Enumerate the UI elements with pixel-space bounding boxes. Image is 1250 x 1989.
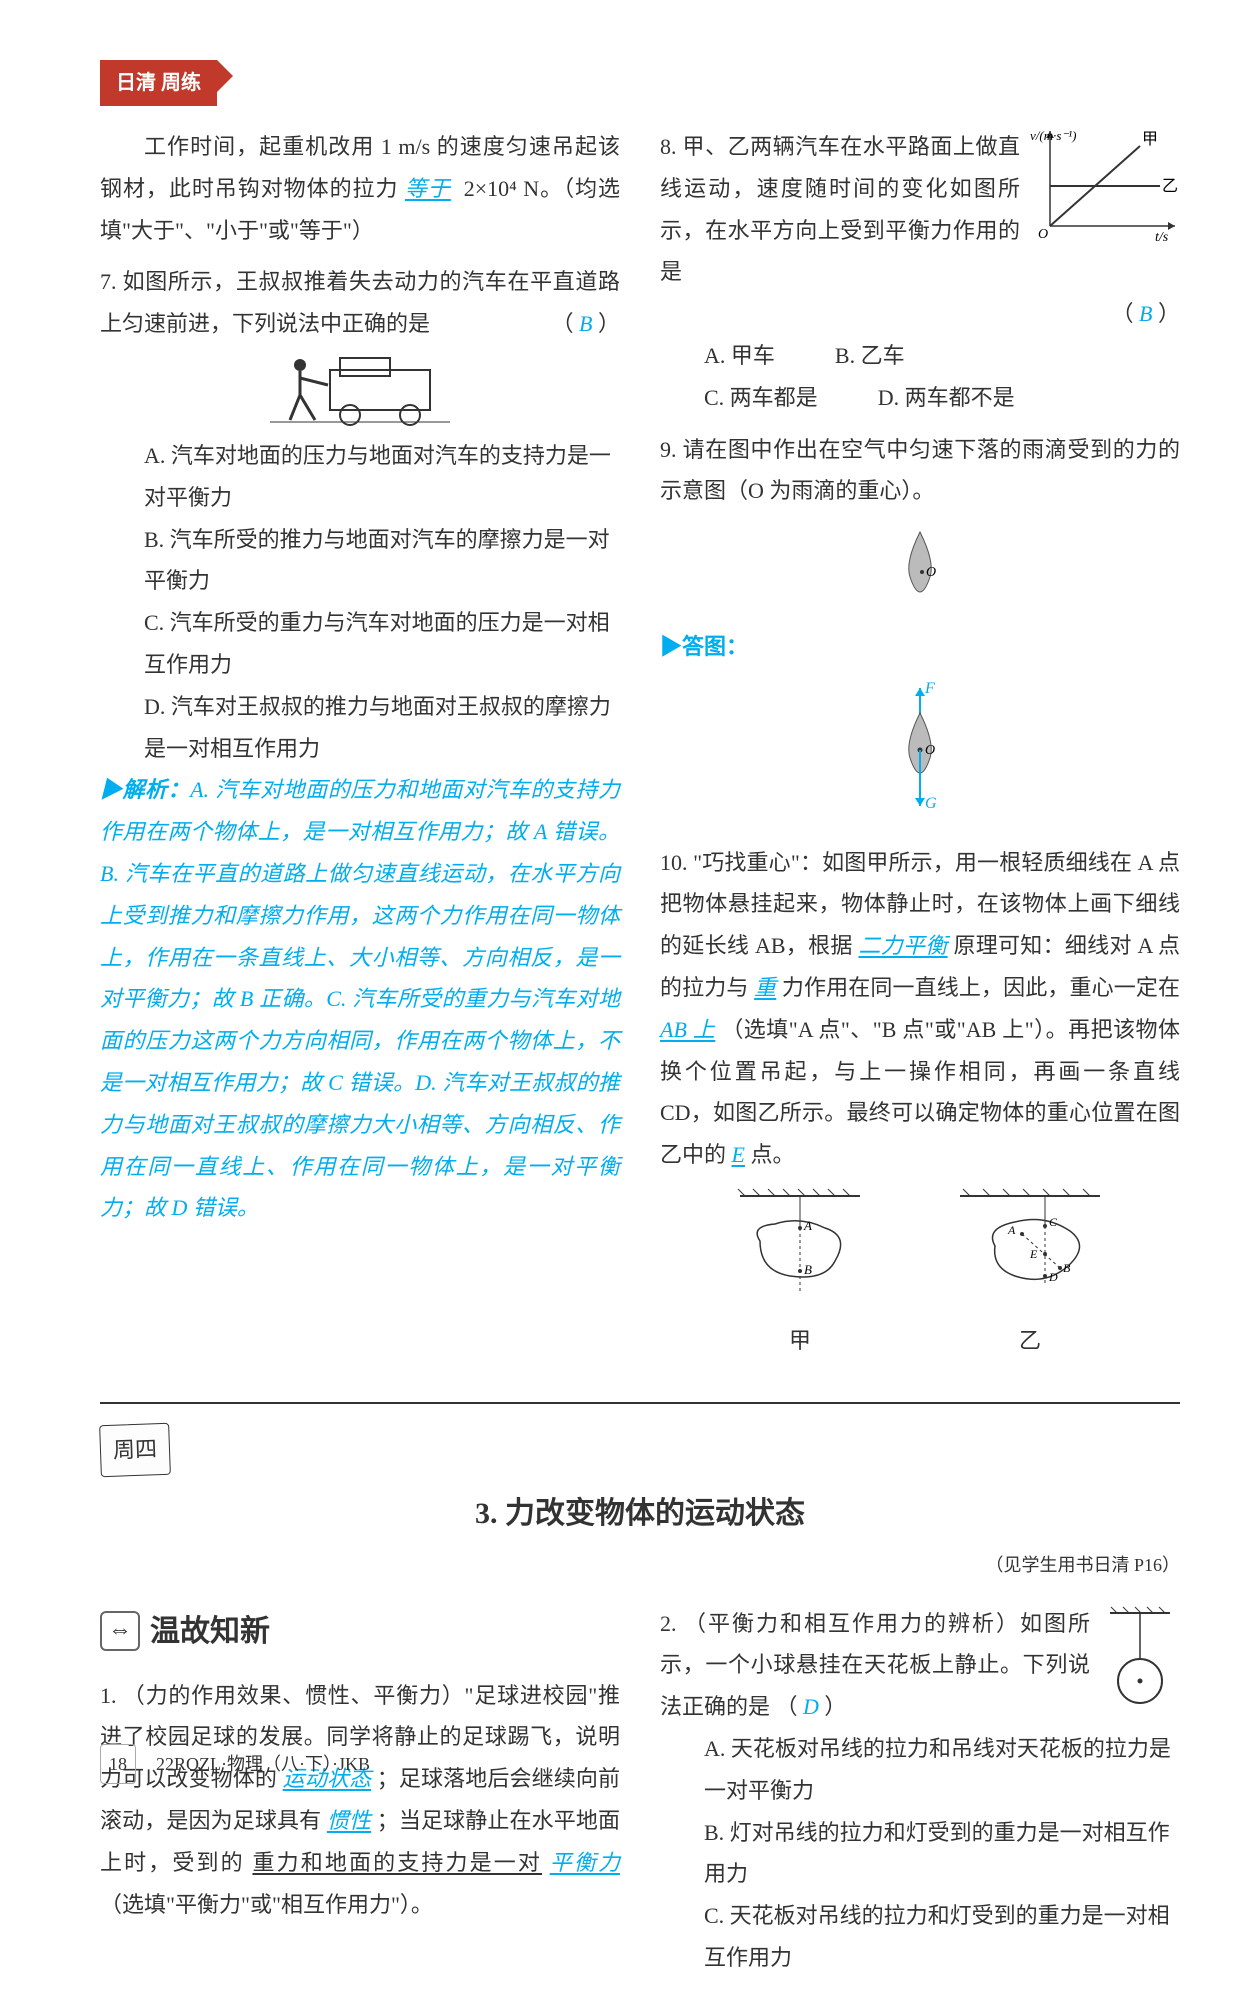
q8: 甲 乙 t/s v/(m·s⁻¹) O 8. 甲、乙两辆汽车在水平路面上做直线运… (660, 126, 1180, 419)
q8-optD: D. 两车都不是 (878, 377, 1015, 419)
q10-jia-label: 甲 (730, 1320, 870, 1362)
left-column: 工作时间，起重机改用 1 m/s 的速度匀速吊起该钢材，此时吊钩对物体的拉力 等… (100, 126, 620, 1372)
review-icon: ⇔ (100, 1611, 140, 1651)
q7-analysis: A. 汽车对地面的压力和地面对汽车的支持力作用在两个物体上，是一对相互作用力；故… (100, 777, 620, 1220)
section3-ref: （见学生用书日清 P16） (100, 1548, 1180, 1582)
r1-num: 1. (100, 1683, 117, 1708)
q9-figure: O (660, 522, 1180, 616)
q9-text: 请在图中作出在空气中匀速下落的雨滴受到的力的示意图（O 为雨滴的重心）。 (660, 437, 1180, 504)
r2-answer: D (803, 1694, 819, 1719)
q7-answer: B (579, 311, 592, 336)
r2-text: （平衡力和相互作用力的辨析）如图所示，一个小球悬挂在天花板上静止。下列说法正确的… (660, 1611, 1090, 1720)
page-number: 18 (100, 1744, 136, 1784)
svg-text:B: B (804, 1262, 812, 1277)
q8-answer: B (1139, 301, 1152, 326)
q9-num: 9. (660, 437, 677, 462)
q10-yi-label: 乙 (950, 1320, 1110, 1362)
lower-left: ⇔ 温故知新 1. （力的作用效果、惯性、平衡力）"足球进校园"推进了校园足球的… (100, 1603, 620, 1989)
q7-optA: A. 汽车对地面的压力与地面对汽车的支持力是一对平衡力 (100, 435, 620, 519)
footer: 18 22RQZL·物理（八·下）·JKB (100, 1744, 370, 1784)
svg-text:A: A (803, 1218, 812, 1233)
lower-columns: ⇔ 温故知新 1. （力的作用效果、惯性、平衡力）"足球进校园"推进了校园足球的… (100, 1603, 1180, 1989)
lower-right: 2. （平衡力和相互作用力的辨析）如图所示，一个小球悬挂在天花板上静止。下列说法… (660, 1603, 1180, 1989)
review-header: ⇔ 温故知新 (100, 1603, 620, 1660)
q8-line1-label: 甲 (1142, 131, 1158, 148)
q10-a4: E (732, 1142, 745, 1167)
q10-a1: 二力平衡 (858, 933, 947, 958)
q8-text: 甲、乙两辆汽车在水平路面上做直线运动，速度随时间的变化如图所示，在水平方向上受到… (660, 134, 1020, 284)
svg-text:E: E (1029, 1247, 1038, 1261)
r1: 1. （力的作用效果、惯性、平衡力）"足球进校园"推进了校园足球的发展。同学将静… (100, 1675, 620, 1926)
svg-text:O: O (926, 565, 936, 580)
divider (100, 1402, 1180, 1404)
svg-text:A: A (1007, 1223, 1016, 1237)
q8-line2-label: 乙 (1162, 178, 1178, 195)
q6: 工作时间，起重机改用 1 m/s 的速度匀速吊起该钢材，此时吊钩对物体的拉力 等… (100, 126, 620, 251)
q9-g-label: G (925, 795, 937, 812)
q10-fig-jia: A B (730, 1186, 870, 1306)
r1-a2: 惯性 (327, 1808, 371, 1833)
q8-origin: O (1038, 227, 1048, 242)
section3-title: 3. 力改变物体的运动状态 (100, 1485, 1180, 1542)
review-title: 温故知新 (150, 1603, 270, 1660)
q7-optB: B. 汽车所受的推力与地面对汽车的摩擦力是一对平衡力 (100, 519, 620, 603)
q8-optA: A. 甲车 (704, 335, 775, 377)
q7-analysis-label: ▶解析： (100, 777, 190, 802)
q10-figures: A B 甲 (660, 1186, 1180, 1362)
q7-text: 如图所示，王叔叔推着失去动力的汽车在平直道路上匀速前进，下列说法中正确的是 (100, 269, 620, 336)
q8-xlabel: t/s (1155, 230, 1169, 245)
footer-code: 22RQZL·物理（八·下）·JKB (156, 1747, 370, 1781)
svg-text:B: B (1063, 1261, 1071, 1275)
r1-t4: （选填"平衡力"或"相互作用力"）。 (100, 1892, 433, 1917)
q10-num: 10. (660, 850, 688, 875)
r2-optA: A. 天花板对吊线的拉力和吊线对天花板的拉力是一对平衡力 (660, 1728, 1180, 1812)
r2-optC: C. 天花板对吊线的拉力和灯受到的重力是一对相互作用力 (660, 1895, 1180, 1979)
q7-optD: D. 汽车对王叔叔的推力与地面对王叔叔的摩擦力是一对相互作用力 (100, 686, 620, 770)
r2: 2. （平衡力和相互作用力的辨析）如图所示，一个小球悬挂在天花板上静止。下列说法… (660, 1603, 1180, 1979)
r1-a3: 平衡力 (550, 1850, 620, 1875)
q10-fig-yi: C D A B E (950, 1186, 1110, 1306)
q10-t5: 点。 (750, 1142, 794, 1167)
section3-header-row: 周四 3. 力改变物体的运动状态 （见学生用书日清 P16） (100, 1424, 1180, 1583)
r2-optB: B. 灯对吊线的拉力和灯受到的重力是一对相互作用力 (660, 1812, 1180, 1896)
q10-t3: 力作用在同一直线上，因此，重心一定在 (782, 975, 1180, 1000)
q8-optC: C. 两车都是 (704, 377, 818, 419)
q7-optC: C. 汽车所受的重力与汽车对地面的压力是一对相互作用力 (100, 602, 620, 686)
q9-answer-label: ▶答图： (660, 634, 748, 659)
q9-f-label: F (924, 680, 935, 697)
svg-text:D: D (1048, 1270, 1058, 1284)
car-illustration (270, 350, 450, 430)
week-badge: 周四 (99, 1422, 171, 1476)
q8-ylabel: v/(m·s⁻¹) (1030, 128, 1077, 143)
q9: 9. 请在图中作出在空气中匀速下落的雨滴受到的力的示意图（O 为雨滴的重心）。 … (660, 429, 1180, 832)
q8-num: 8. (660, 134, 677, 159)
svg-text:C: C (1049, 1215, 1058, 1229)
q8-optB: B. 乙车 (835, 335, 905, 377)
r1-t3b: 重力和地面的支持力是一对 (252, 1850, 542, 1875)
header-badge: 日清 周练 (100, 60, 217, 106)
right-column: 甲 乙 t/s v/(m·s⁻¹) O 8. 甲、乙两辆汽车在水平路面上做直线运… (660, 126, 1180, 1372)
q7-num: 7. (100, 269, 117, 294)
r2-figure (1100, 1603, 1180, 1727)
r2-num: 2. (660, 1611, 677, 1636)
q10-a2: 重 (754, 975, 776, 1000)
q10: 10. "巧找重心"：如图甲所示，用一根轻质细线在 A 点把物体悬挂起来，物体静… (660, 842, 1180, 1362)
q7: 7. 如图所示，王叔叔推着失去动力的汽车在平直道路上匀速前进，下列说法中正确的是… (100, 261, 620, 1229)
upper-columns: 工作时间，起重机改用 1 m/s 的速度匀速吊起该钢材，此时吊钩对物体的拉力 等… (100, 126, 1180, 1372)
q9-answer-figure: F O G (660, 678, 1180, 832)
q6-ans1: 等于 (405, 176, 451, 201)
q9-o-label: O (925, 743, 935, 758)
q8-chart: 甲 乙 t/s v/(m·s⁻¹) O (1030, 126, 1180, 246)
q10-a3: AB 上 (660, 1017, 715, 1042)
